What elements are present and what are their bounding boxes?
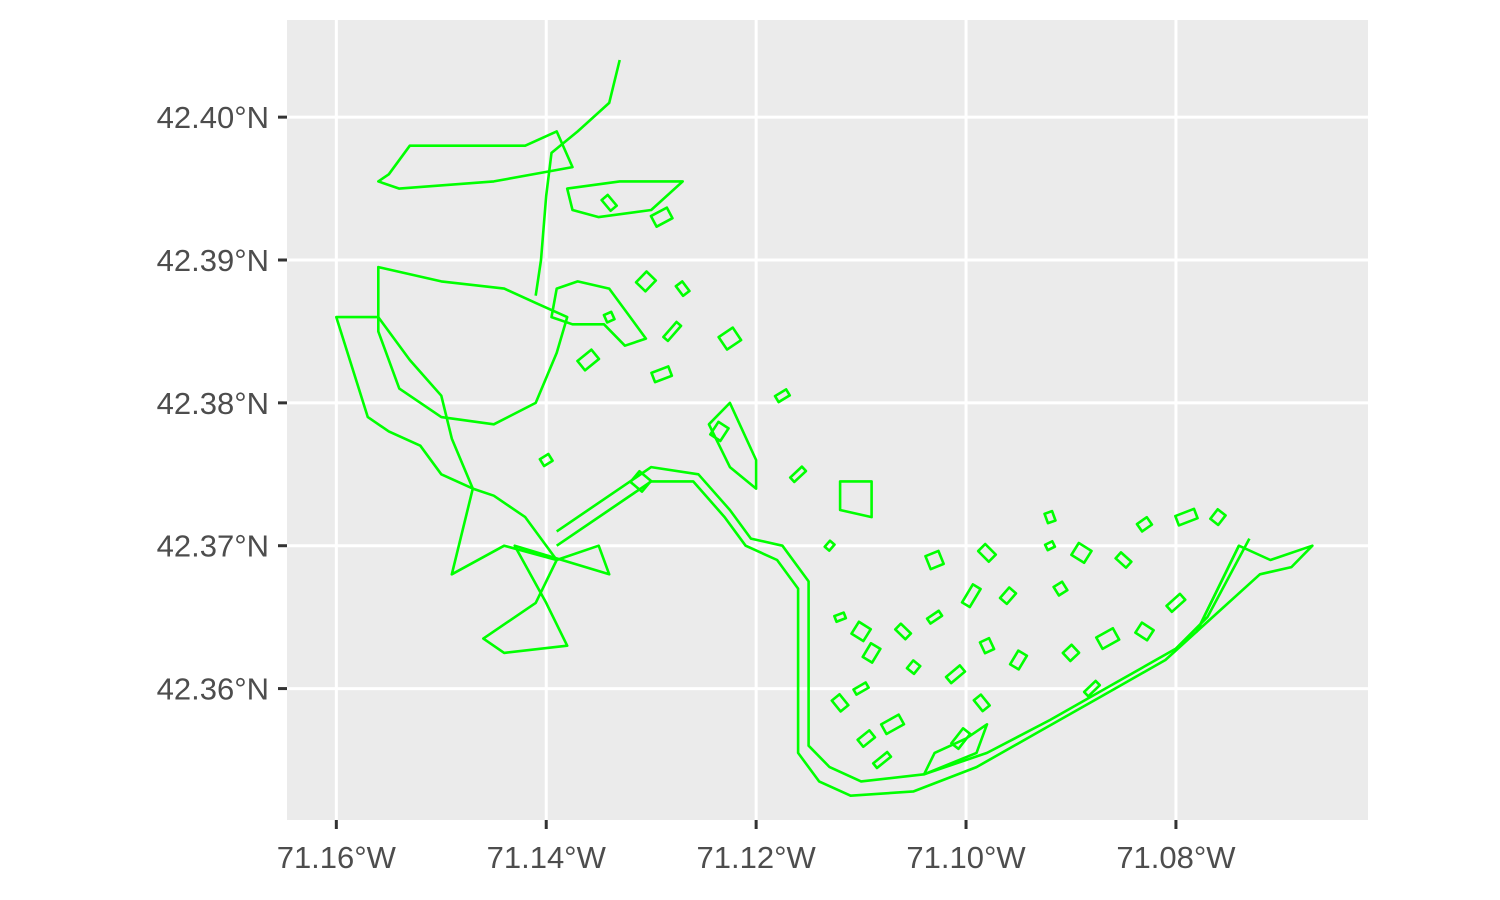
river-corridor bbox=[555, 480, 1241, 798]
axes: 71.16°W 71.14°W 71.12°W 71.10°W 71.08°W 42.40… bbox=[157, 100, 1237, 875]
parcel-outline bbox=[1043, 539, 1057, 552]
parcel-outline bbox=[924, 549, 945, 571]
panel-background bbox=[287, 20, 1368, 820]
parcel-outline bbox=[576, 348, 601, 372]
parcel-outline bbox=[1165, 592, 1187, 614]
parcel-outline bbox=[960, 583, 982, 609]
park-outline bbox=[922, 722, 989, 776]
parcel-outline bbox=[852, 681, 870, 696]
y-tick-label: 42.37°N bbox=[157, 529, 269, 564]
y-tick-label: 42.38°N bbox=[157, 386, 269, 421]
gridlines bbox=[287, 20, 1368, 820]
parcel-outline bbox=[944, 664, 967, 685]
parcel-outline bbox=[1114, 551, 1133, 569]
parcel-outline bbox=[600, 193, 619, 213]
parcel-outline bbox=[717, 326, 743, 351]
x-tick-label: 71.08°W bbox=[1116, 840, 1236, 875]
parcel-outline bbox=[823, 539, 836, 552]
parcel-outline bbox=[1174, 507, 1199, 527]
parcel-outline bbox=[674, 280, 691, 298]
parcel-outline bbox=[1008, 649, 1029, 671]
parcel-outline bbox=[856, 729, 877, 749]
reservoir-outline bbox=[376, 265, 569, 426]
parcel-outline bbox=[788, 465, 808, 484]
y-tick-label: 42.40°N bbox=[157, 100, 269, 135]
river-corridor bbox=[534, 59, 621, 296]
parcel-outline bbox=[861, 641, 882, 664]
parcel-outline bbox=[1209, 508, 1227, 527]
parcel-outline bbox=[1070, 541, 1093, 565]
x-tick-label: 71.10°W bbox=[906, 840, 1026, 875]
park-outline bbox=[376, 130, 574, 190]
parcel-outline bbox=[950, 727, 972, 751]
parcel-outline bbox=[830, 692, 850, 713]
y-tick-label: 42.36°N bbox=[157, 672, 269, 707]
parcel-outline bbox=[629, 469, 653, 493]
parcel-outline bbox=[1082, 679, 1102, 698]
park-outline bbox=[565, 180, 685, 219]
x-tick-label: 71.14°W bbox=[487, 840, 607, 875]
parcel-outline bbox=[998, 586, 1018, 606]
parcel-outline bbox=[1094, 626, 1121, 651]
parcel-outline bbox=[925, 609, 944, 625]
river-corridor bbox=[555, 465, 1251, 783]
parcel-outline bbox=[709, 420, 730, 443]
parcel-outline bbox=[893, 622, 913, 641]
x-tick-label: 71.12°W bbox=[697, 840, 817, 875]
map-features bbox=[334, 59, 1314, 798]
parcel-outline bbox=[905, 659, 922, 676]
parcel-outline bbox=[662, 320, 683, 343]
parcel-outline bbox=[879, 713, 906, 736]
park-outline bbox=[707, 401, 758, 490]
park-outline bbox=[550, 280, 648, 348]
parcel-outline bbox=[976, 542, 998, 563]
parcel-outline bbox=[1135, 515, 1154, 533]
park-outline bbox=[838, 480, 873, 519]
parcel-outline bbox=[1134, 621, 1155, 642]
parcel-outline bbox=[602, 310, 616, 324]
parcel-outline bbox=[634, 270, 658, 293]
parcel-outline bbox=[871, 750, 893, 770]
park-outline bbox=[481, 544, 611, 655]
parcel-outline bbox=[773, 388, 792, 404]
parcel-outline bbox=[833, 611, 848, 624]
parcel-outline bbox=[538, 452, 554, 468]
parcel-outline bbox=[649, 206, 674, 228]
parcel-outline bbox=[1043, 509, 1057, 525]
parcel-outline bbox=[850, 620, 873, 643]
parcel-outline bbox=[1061, 643, 1081, 663]
parcel-outline bbox=[978, 636, 996, 655]
park-outline bbox=[1195, 544, 1314, 633]
parcel-outline bbox=[650, 365, 674, 384]
x-tick-label: 71.16°W bbox=[277, 840, 397, 875]
parcel-outline bbox=[1052, 580, 1069, 597]
y-tick-label: 42.39°N bbox=[157, 243, 269, 278]
parcel-outline bbox=[972, 693, 991, 713]
